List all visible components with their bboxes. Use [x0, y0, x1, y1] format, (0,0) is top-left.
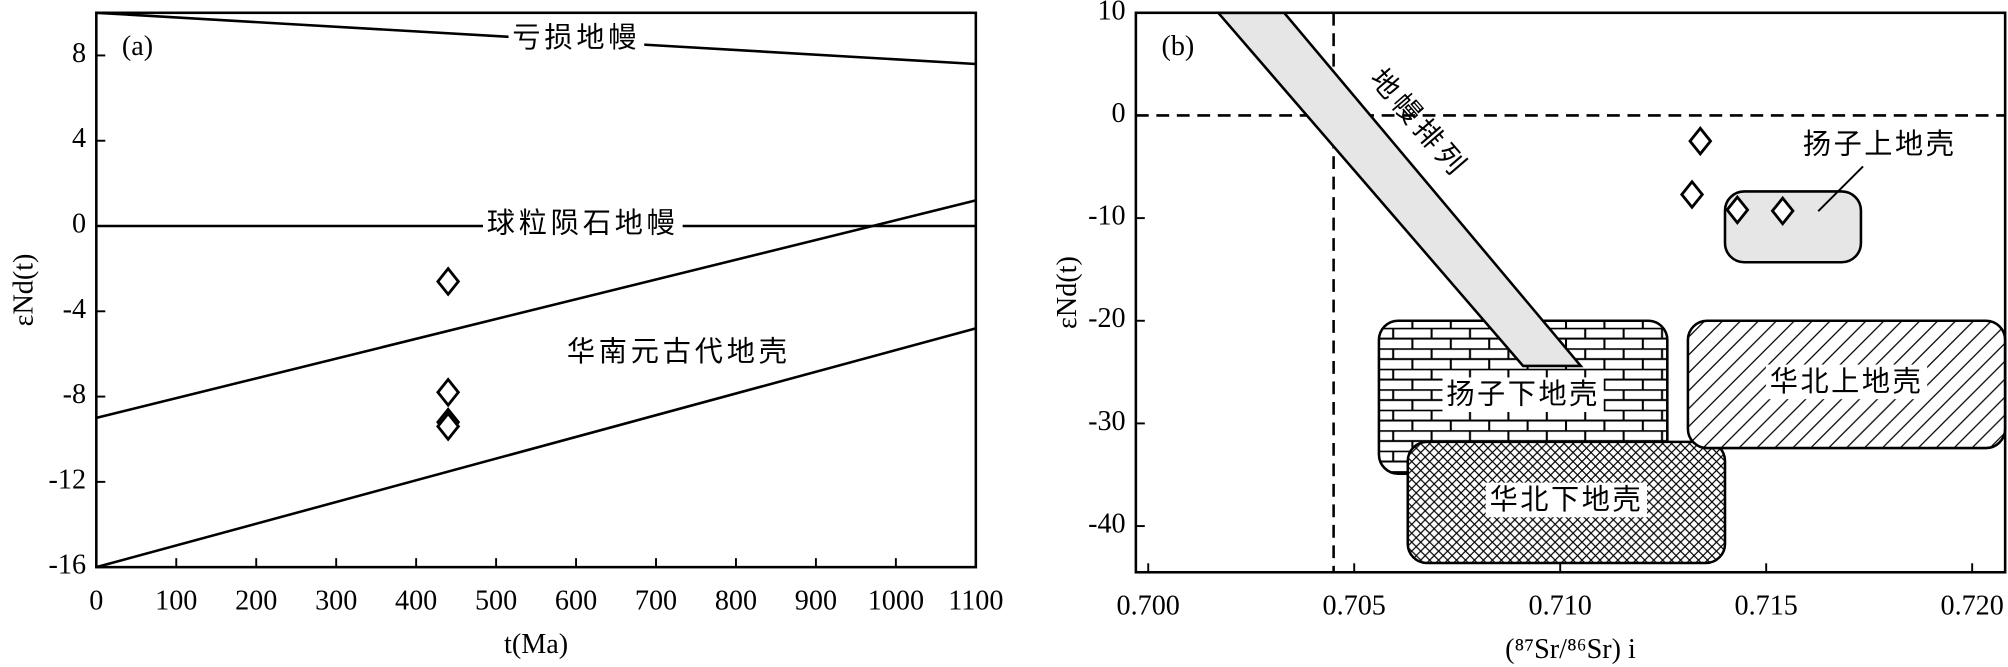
data-point	[1679, 179, 1705, 210]
y-axis-label: εNd(t)	[1052, 256, 1083, 329]
label-background	[1765, 364, 1928, 400]
y-tick-label: -12	[49, 464, 87, 495]
x-tick-label: 200	[235, 585, 277, 616]
y-tick-label: -4	[63, 294, 86, 325]
x-tick-label: 900	[795, 585, 837, 616]
x-tick-label: 0	[89, 585, 103, 616]
x-tick-label: 0.710	[1529, 591, 1592, 622]
y-axis-label: εNd(t)	[8, 254, 39, 327]
x-tick-label: 300	[315, 585, 357, 616]
x-tick-label: 1100	[948, 585, 1003, 616]
panel-label: (b)	[1161, 31, 1194, 62]
label-background	[508, 20, 645, 56]
x-tick-label: 700	[635, 585, 677, 616]
x-tick-label: 0.705	[1323, 591, 1386, 622]
x-tick-label: 600	[555, 585, 597, 616]
y-tick-label: -16	[49, 550, 87, 581]
mantle-array	[1215, 11, 1584, 368]
region-label: 华北下地壳	[1490, 484, 1644, 516]
x-tick-label: 0.715	[1735, 591, 1798, 622]
panel-label: (a)	[122, 31, 153, 62]
data-point	[1688, 126, 1713, 157]
y-tick-label: 10	[1097, 0, 1125, 26]
series-line	[96, 199, 977, 420]
x-tick-label: 800	[715, 585, 757, 616]
plot-frame	[1134, 11, 2007, 574]
crust-region	[1723, 190, 1863, 264]
y-tick-label: 0	[72, 208, 86, 239]
x-tick-label: 0.700	[1117, 591, 1180, 622]
x-tick-label: 500	[475, 585, 517, 616]
y-tick-label: 4	[72, 123, 86, 154]
data-point	[1725, 194, 1750, 225]
x-tick-label: 100	[155, 585, 197, 616]
region-label: 扬子下地壳	[1446, 379, 1600, 411]
data-point	[1770, 195, 1795, 226]
y-tick-label: 0	[1112, 98, 1126, 129]
y-tick-label: -30	[1088, 406, 1126, 437]
x-tick-label: 400	[395, 585, 437, 616]
y-tick-label: -20	[1088, 303, 1126, 334]
y-tick-label: -8	[63, 379, 86, 410]
series-label: 球粒陨石地幔	[487, 207, 679, 239]
x-axis-label: (⁸⁷Sr/⁸⁶Sr) i	[1505, 634, 1636, 665]
x-tick-label: 1000	[868, 585, 924, 616]
x-tick-label: 0.720	[1941, 591, 2004, 622]
series-line	[95, 327, 977, 569]
series-label: 亏损地幔	[512, 22, 640, 54]
label-background	[1442, 377, 1604, 412]
data-point	[436, 411, 461, 442]
data-point	[436, 377, 461, 408]
label-background	[1485, 482, 1648, 518]
y-tick-label: 8	[72, 38, 86, 69]
y-tick-label: -40	[1088, 509, 1126, 540]
plot-frame	[95, 11, 978, 569]
annotation: 华南元古代地壳	[567, 336, 791, 368]
region-label: 扬子上地壳	[1803, 129, 1957, 161]
x-axis-label: t(Ma)	[504, 629, 568, 660]
data-point	[436, 266, 461, 297]
y-tick-label: -10	[1088, 201, 1126, 232]
leader-line	[1817, 165, 1864, 212]
region-label: 华北上地壳	[1770, 366, 1924, 398]
label-background	[482, 206, 683, 241]
